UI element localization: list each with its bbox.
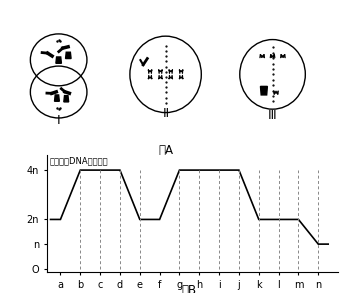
X-axis label: 时期: 时期 [186,292,199,293]
Text: 图A: 图A [158,144,173,157]
Polygon shape [56,57,61,63]
Text: Ⅲ: Ⅲ [268,109,277,122]
Polygon shape [260,86,267,95]
Polygon shape [64,96,69,102]
Text: Ⅱ: Ⅱ [162,108,169,120]
Polygon shape [55,95,59,101]
Text: Ⅰ: Ⅰ [57,114,60,127]
Polygon shape [66,52,71,59]
Text: 图B: 图B [182,284,197,293]
Text: 细胞核内DNA含量变化: 细胞核内DNA含量变化 [50,156,108,166]
